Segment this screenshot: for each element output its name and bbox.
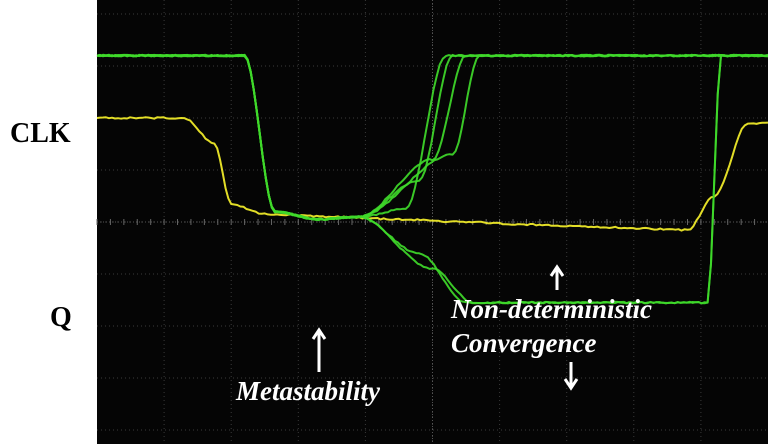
metastability-label: Metastability (235, 376, 381, 406)
convergence-label-line1: Non-deterministic (450, 294, 652, 324)
convergence-label-line2: Convergence (451, 328, 596, 358)
